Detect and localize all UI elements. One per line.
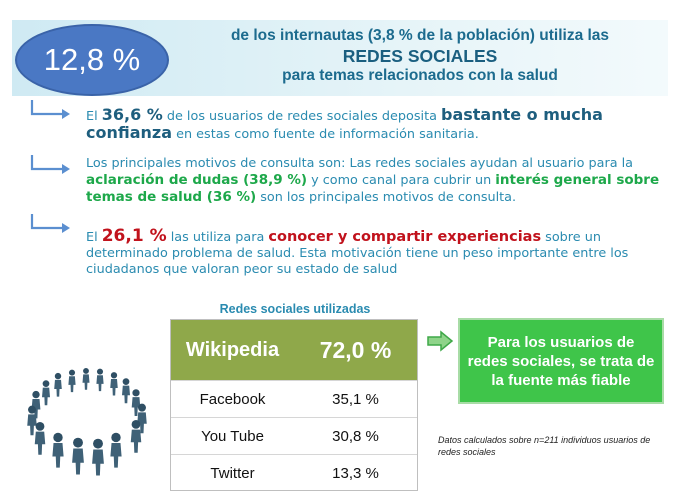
table-row: Facebook 35,1 % [171, 380, 417, 417]
right-arrow-icon [427, 330, 454, 352]
network-name: Twitter [210, 464, 255, 482]
experiences-purpose: conocer y compartir experiencias [268, 229, 542, 245]
point-experiences: El 26,1 % las utiliza para conocer y com… [86, 226, 629, 278]
network-name: Wikipedia [185, 338, 280, 361]
people-circle-illustration [27, 367, 147, 476]
sample-note: Datos calculados sobre n=211 individuos … [438, 435, 651, 457]
corner-arrow-icon [30, 214, 70, 233]
network-value: 35,1 % [332, 390, 379, 408]
percent-oval: 12,8 % [15, 24, 169, 96]
header-line-1: de los internautas (3,8 % de la població… [230, 27, 610, 44]
table-row: You Tube 30,8 % [171, 417, 417, 454]
callout-box: Para los usuarios de redes sociales, se … [458, 318, 664, 404]
confidence-percent: 36,6 % [101, 105, 163, 124]
percent-value: 12,8 % [43, 42, 141, 77]
table-title: Redes sociales utilizadas [219, 302, 371, 316]
table-row: Twitter 13,3 % [171, 454, 417, 491]
table-row: Wikipedia 72,0 % [171, 320, 417, 380]
point-confidence: El 36,6 % de los usuarios de redes socia… [86, 105, 603, 143]
header-line-3: para temas relacionados con la salud [282, 67, 558, 84]
social-networks-table: Wikipedia 72,0 % Facebook 35,1 % You Tub… [170, 319, 418, 491]
confidence-level: bastante o mucha confianza [86, 105, 603, 142]
header-line-2: REDES SOCIALES [342, 46, 498, 66]
network-name: Facebook [199, 390, 266, 408]
motive-doubts: aclaración de dudas (38,9 %) [86, 172, 308, 188]
corner-arrow-icon [30, 100, 70, 119]
network-value: 72,0 % [319, 336, 392, 363]
network-name: You Tube [201, 427, 264, 445]
callout-text: Para los usuarios de redes sociales, se … [467, 333, 655, 389]
network-value: 30,8 % [332, 427, 379, 445]
point-motives: Los principales motivos de consulta son:… [86, 156, 660, 205]
network-value: 13,3 % [332, 464, 379, 482]
corner-arrow-icon [30, 155, 70, 174]
experiences-percent: 26,1 % [101, 226, 167, 246]
motive-interest: interés general sobre temas de salud (36… [86, 172, 660, 205]
